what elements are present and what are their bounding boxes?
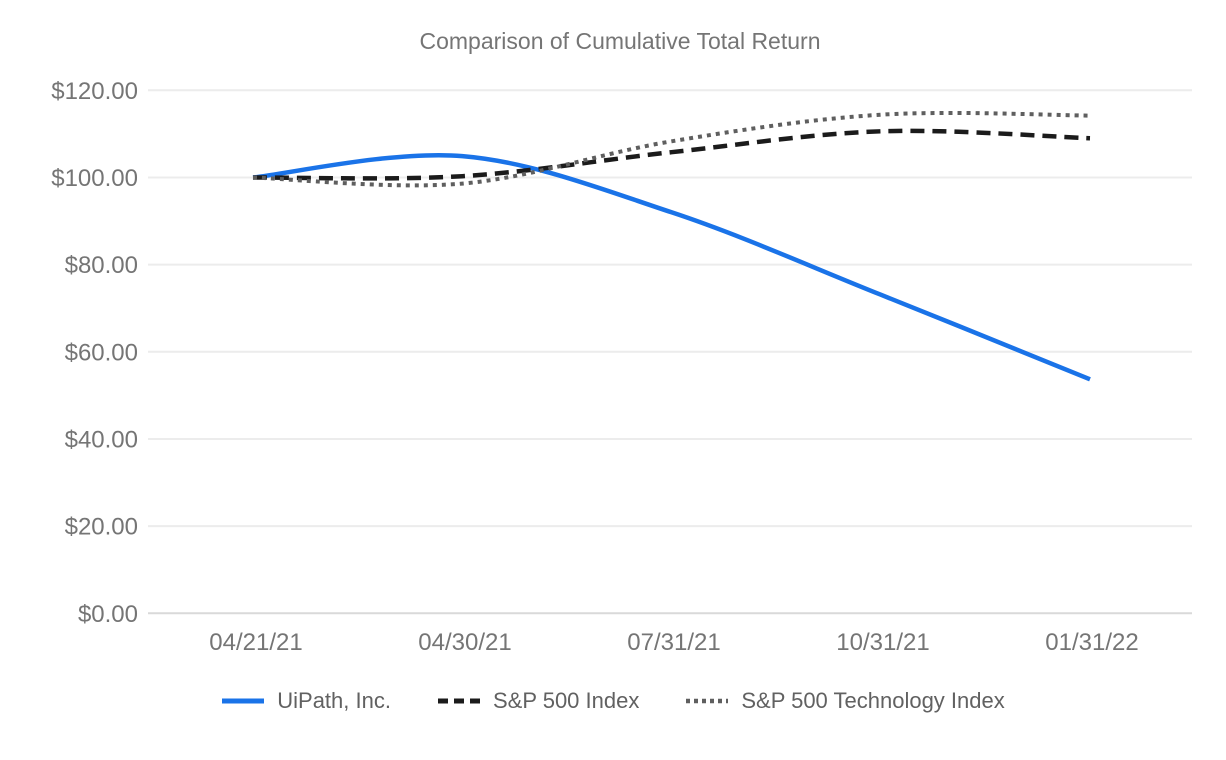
x-axis-tick-label: 04/30/21 (418, 629, 511, 656)
series-line-uipath-inc (252, 152, 1091, 382)
y-axis-tick-label: $40.00 (65, 427, 138, 454)
x-axis-tick-label: 04/21/21 (209, 629, 302, 656)
legend-item-sp500-technology-index: S&P 500 Technology Index (685, 688, 1005, 714)
series-line-sp500-technology-index (252, 110, 1091, 188)
y-axis-tick-label: $120.00 (51, 78, 138, 105)
chart-title: Comparison of Cumulative Total Return (420, 28, 821, 54)
x-axis-tick-label: 07/31/21 (627, 629, 720, 656)
x-axis-tick-label: 01/31/22 (1045, 629, 1138, 656)
solid-line-swatch-icon (222, 698, 265, 704)
legend-label: S&P 500 Index (492, 688, 640, 713)
y-axis-tick-label: $100.00 (51, 165, 138, 192)
series-line-sp500-index (252, 128, 1091, 181)
y-axis: $120.00 $100.00 $80.00 $60.00 $40.00 $20… (51, 78, 138, 628)
x-axis-tick-label: 10/31/21 (836, 629, 929, 656)
series-lines (252, 110, 1091, 382)
y-axis-tick-label: $80.00 (65, 252, 138, 279)
y-axis-tick-label: $0.00 (78, 601, 138, 628)
dashed-line-swatch-icon (437, 698, 480, 704)
y-axis-tick-label: $60.00 (65, 339, 138, 366)
legend-label: UiPath, Inc. (277, 688, 391, 713)
legend-item-uipath-inc: UiPath, Inc. (221, 688, 391, 714)
x-axis: 04/21/21 04/30/21 07/31/21 10/31/21 01/3… (209, 629, 1138, 656)
y-axis-tick-label: $20.00 (65, 514, 138, 541)
chart-legend: UiPath, Inc. S&P 500 Index S&P 500 Techn… (0, 688, 1226, 714)
legend-item-sp500-index: S&P 500 Index (437, 688, 639, 714)
dotted-line-swatch-icon (686, 698, 729, 704)
legend-label: S&P 500 Technology Index (741, 688, 1005, 713)
